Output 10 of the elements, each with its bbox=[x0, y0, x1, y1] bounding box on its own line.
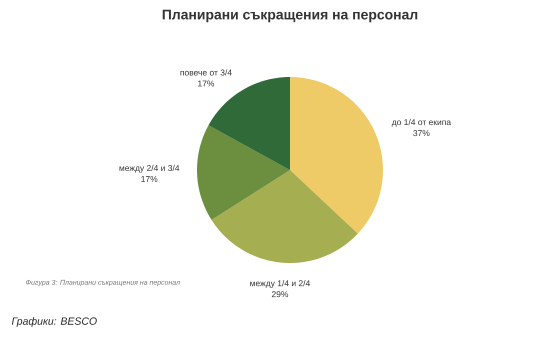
slice-label: между 1/4 и 2/4 bbox=[250, 280, 310, 288]
chart-title: Планирани съкращения на персонал bbox=[162, 10, 418, 22]
text: Графики: BESCO bbox=[12, 317, 97, 327]
data-label: 17% bbox=[141, 176, 158, 182]
data-label: 29% bbox=[272, 291, 288, 298]
data-label: 17% bbox=[198, 80, 214, 86]
data-label: 37% bbox=[413, 130, 430, 136]
slice-label: до 1/4 от екипа bbox=[392, 118, 452, 127]
slice-label: между 2/4 и 3/4 bbox=[120, 164, 180, 173]
slice-label: повече от 3/4 bbox=[180, 69, 232, 76]
